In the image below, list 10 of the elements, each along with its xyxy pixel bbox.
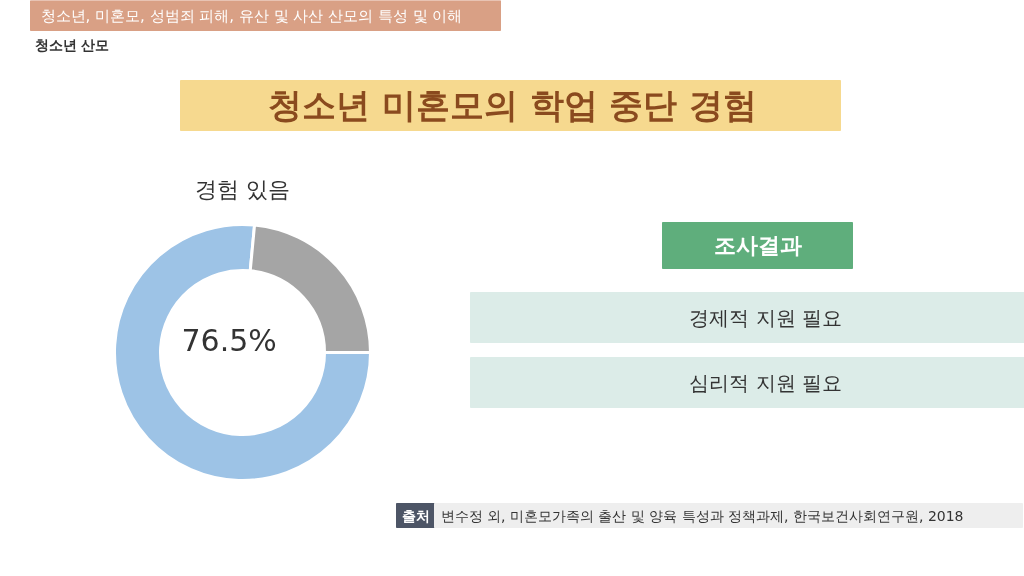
text: 청소년, 미혼모, 성범죄 피해, 유산 및 사산 산모의 특성 및 이해 <box>40 6 463 25</box>
text: 청소년 산모 <box>34 36 110 53</box>
text: 조사결과 <box>713 233 802 258</box>
text: 변수정 외, 미혼모가족의 출산 및 양육 특성과 정책과제, 한국보건사회연구원, 2018 <box>440 507 964 524</box>
text: 경제적 지원 필요 <box>689 305 842 330</box>
text: 청소년 미혼모의 학업 중단 경험 <box>267 84 758 125</box>
data-label: 76.5% <box>181 322 277 358</box>
slice-label: 경험 있음 <box>195 177 290 202</box>
text: 출처 <box>401 507 430 524</box>
text: 심리적 지원 필요 <box>689 370 842 395</box>
